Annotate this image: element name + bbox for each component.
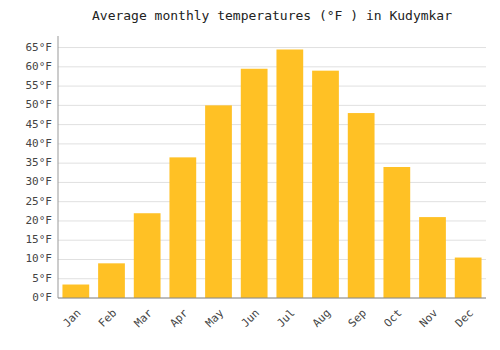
grid-line xyxy=(58,86,486,87)
x-tick-label: Apr xyxy=(167,306,191,330)
x-tick-label: Dec xyxy=(453,307,476,330)
grid-line xyxy=(58,47,486,48)
x-axis-line xyxy=(58,298,486,299)
y-tick-label: 15°F xyxy=(26,233,53,246)
y-tick-labels: 0°F 5°F 10°F 15°F 20°F 25°F 30°F 35°F 40°F 45°F 50… xyxy=(26,41,53,304)
y-axis-line xyxy=(58,36,59,298)
title: Average monthly temperatures (°F ) in Ku… xyxy=(92,8,452,23)
grid-line xyxy=(58,105,486,106)
y-tick-label: 55°F xyxy=(26,79,53,92)
y-tick-label: 5°F xyxy=(32,272,52,285)
bar xyxy=(276,49,303,298)
x-tick-labels: Jan Feb Mar Apr May Jun Jul Aug Sep Oct Nov Dec xyxy=(60,306,476,330)
y-tick-label: 35°F xyxy=(26,156,53,169)
x-tick-label: Oct xyxy=(381,307,404,330)
bar xyxy=(134,213,161,298)
x-tick-label: May xyxy=(203,306,227,330)
bar xyxy=(383,167,410,298)
grid-line xyxy=(58,182,486,183)
y-tick-label: 10°F xyxy=(26,252,53,265)
x-tick-label: Feb xyxy=(96,307,119,330)
x-tick-label: Aug xyxy=(310,307,333,330)
x-tick-label: Sep xyxy=(346,307,369,330)
x-tick-label: Mar xyxy=(132,306,156,330)
x-tick-label: Jul xyxy=(274,307,297,330)
grid-line xyxy=(58,124,486,125)
y-tick-label: 65°F xyxy=(26,41,53,54)
x-tick-label: Jan xyxy=(60,307,83,330)
grid-line xyxy=(58,201,486,202)
y-tick-label: 50°F xyxy=(26,98,53,111)
bar xyxy=(98,263,125,298)
bar xyxy=(169,157,196,298)
x-tick-label: Jun xyxy=(239,307,262,330)
y-tick-label: 60°F xyxy=(26,60,53,73)
y-tick-label: 0°F xyxy=(32,291,52,304)
grid-line xyxy=(58,163,486,164)
bars xyxy=(62,49,481,298)
y-tick-label: 30°F xyxy=(26,175,53,188)
bar xyxy=(62,285,89,298)
bar xyxy=(312,71,339,298)
grid-line xyxy=(58,143,486,144)
bar xyxy=(455,258,482,298)
x-tick-label: Nov xyxy=(417,306,441,330)
y-tick-label: 20°F xyxy=(26,214,53,227)
bar xyxy=(241,69,268,298)
y-tick-label: 40°F xyxy=(26,137,53,150)
y-tick-label: 25°F xyxy=(26,195,53,208)
grid-line xyxy=(58,66,486,67)
chart: 0°F 5°F 10°F 15°F 20°F 25°F 30°F 35°F 40°F 45°F 50… xyxy=(0,0,500,350)
bar xyxy=(419,217,446,298)
bar xyxy=(205,105,232,298)
grid-line xyxy=(58,298,486,299)
y-tick-label: 45°F xyxy=(26,118,53,131)
page: {"chart_data": {"type": "bar", "title": … xyxy=(0,0,500,350)
bar xyxy=(348,113,375,298)
grid xyxy=(58,48,486,298)
